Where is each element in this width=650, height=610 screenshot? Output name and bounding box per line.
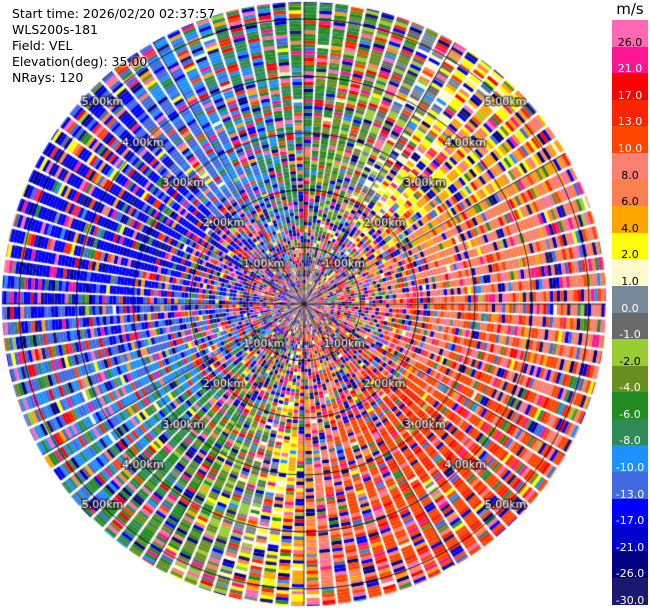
colorbar-tick-label: 13.0 xyxy=(617,115,643,129)
ppi-velocity-plot xyxy=(0,0,610,610)
colorbar-segment xyxy=(612,525,648,553)
colorbar-tick-label: -6.0 xyxy=(619,407,641,421)
colorbar-tick-label: 1.0 xyxy=(621,274,639,288)
colorbar-tick-label: -26.0 xyxy=(615,567,645,581)
colorbar-tick-label: 10.0 xyxy=(617,141,643,155)
colorbar-tick-label: -2.0 xyxy=(619,354,641,368)
colorbar-segment xyxy=(612,232,648,260)
colorbar-segment xyxy=(612,339,648,367)
colorbar-tick-label: -17.0 xyxy=(615,514,645,528)
colorbar-segment xyxy=(612,498,648,526)
colorbar-segment xyxy=(612,259,648,287)
colorbar-title: m/s xyxy=(616,0,644,18)
colorbar-tick-label: 26.0 xyxy=(617,35,643,49)
colorbar-tick-label: 6.0 xyxy=(621,195,639,209)
colorbar-segment xyxy=(612,418,648,446)
colorbar-segment xyxy=(612,99,648,127)
colorbar-tick-label: -30.0 xyxy=(615,594,645,607)
colorbar-segment xyxy=(612,126,648,154)
colorbar-tick-label: 2.0 xyxy=(621,248,639,262)
colorbar-segment xyxy=(612,365,648,393)
colorbar-segment xyxy=(612,578,648,606)
colorbar-tick-label: -1.0 xyxy=(619,328,641,342)
colorbar-tick-label: -4.0 xyxy=(619,381,641,395)
colorbar-tick-label: -8.0 xyxy=(619,434,641,448)
colorbar-segment xyxy=(612,179,648,207)
colorbar-segment xyxy=(612,152,648,181)
colorbar: 26.0 21.0 17.0 13.0 10.0 8.0 6.0 4.0 2.0 1.0 0.0 -1… xyxy=(612,20,648,607)
colorbar-tick-label: 17.0 xyxy=(617,88,643,102)
colorbar-segment xyxy=(612,445,648,473)
colorbar-segment xyxy=(612,392,648,420)
colorbar-segment xyxy=(612,285,648,313)
colorbar-tick-label: -13.0 xyxy=(615,487,645,501)
colorbar-segment xyxy=(612,312,648,340)
colorbar-tick-label: 21.0 xyxy=(617,62,643,76)
colorbar-tick-label: -10.0 xyxy=(615,461,645,475)
colorbar-segment xyxy=(612,206,648,234)
colorbar-tick-label: -21.0 xyxy=(615,540,645,554)
colorbar-segment xyxy=(612,46,648,74)
colorbar-tick-label: 4.0 xyxy=(621,221,639,235)
colorbar-segment xyxy=(612,20,648,48)
colorbar-segment xyxy=(612,472,648,500)
colorbar-tick-label: 8.0 xyxy=(621,168,639,182)
colorbar-tick-label: 0.0 xyxy=(621,301,639,315)
colorbar-segment xyxy=(612,551,648,579)
colorbar-segment xyxy=(612,73,648,101)
